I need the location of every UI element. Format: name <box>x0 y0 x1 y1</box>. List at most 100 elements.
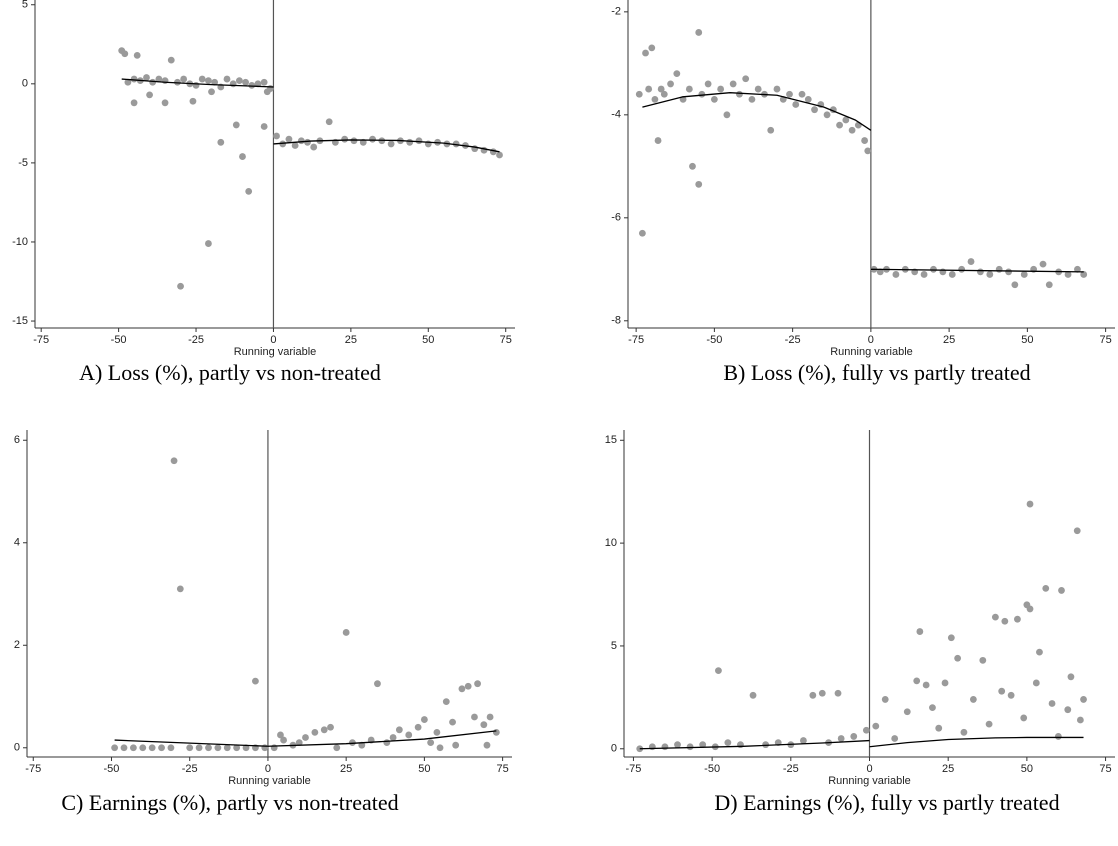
x-tick-label: -25 <box>783 763 799 775</box>
data-point <box>155 75 163 83</box>
x-tick-label: 75 <box>1099 334 1111 346</box>
fit-line <box>869 736 1084 748</box>
data-point <box>642 49 649 57</box>
data-point <box>223 744 231 752</box>
data-point <box>1039 260 1047 268</box>
x-tick-label: 75 <box>1099 763 1111 775</box>
x-tick-label: 50 <box>422 334 434 346</box>
data-point <box>130 99 138 107</box>
data-point <box>149 78 157 86</box>
x-tick-label: -75 <box>33 334 49 346</box>
data-point <box>754 85 762 93</box>
data-point <box>920 271 928 278</box>
y-tick-label: 5 <box>611 640 617 652</box>
data-point <box>967 258 975 265</box>
panel: 0 2 4 6 -75 -50 -25 0 25 50 75 Running variable C) E… <box>14 430 512 815</box>
data-point <box>698 90 706 98</box>
data-point <box>260 123 268 130</box>
data-point <box>792 101 800 108</box>
data-point <box>279 140 287 148</box>
data-point <box>717 85 725 93</box>
data-point <box>139 744 147 752</box>
y-tick-label: 0 <box>611 743 617 755</box>
data-point <box>1045 281 1053 289</box>
data-point <box>979 656 987 664</box>
data-point <box>297 137 305 145</box>
data-point <box>120 744 128 752</box>
data-point <box>1064 706 1072 714</box>
data-point <box>736 90 743 98</box>
data-point <box>341 135 349 143</box>
data-point <box>704 80 712 88</box>
data-point <box>161 99 169 107</box>
data-point <box>947 634 955 642</box>
data-point <box>214 744 222 752</box>
data-point <box>635 90 643 98</box>
data-point <box>861 137 869 144</box>
data-point <box>954 654 962 662</box>
data-point <box>762 741 770 749</box>
data-point <box>862 726 870 734</box>
data-point <box>242 78 249 86</box>
data-point <box>158 744 165 752</box>
x-tick-label: -50 <box>104 763 120 775</box>
data-point <box>657 85 665 93</box>
data-point <box>420 716 428 723</box>
data-point <box>798 90 806 98</box>
x-tick-label: -25 <box>785 334 801 346</box>
data-point <box>674 741 681 749</box>
data-point <box>291 142 299 149</box>
data-point <box>881 696 889 703</box>
y-tick-label: -10 <box>12 236 28 248</box>
data-point <box>248 82 256 89</box>
x-tick-label: -75 <box>628 334 644 346</box>
data-point <box>436 744 444 752</box>
data-point <box>872 722 880 730</box>
x-axis-label: Running variable <box>234 346 317 358</box>
data-point <box>496 151 503 159</box>
data-point <box>427 739 435 747</box>
data-point <box>129 744 137 752</box>
data-point <box>818 689 826 697</box>
y-tick-label: -15 <box>12 315 28 327</box>
data-point <box>211 78 219 86</box>
data-point <box>285 135 293 143</box>
y-tick-label: 5 <box>22 0 28 11</box>
x-tick-label: 50 <box>418 763 430 775</box>
data-point <box>661 743 669 751</box>
data-point <box>1076 716 1084 724</box>
data-point <box>133 51 141 59</box>
panel: 0 5 10 15 -75 -50 -25 0 25 50 75 Running variable D)… <box>605 430 1115 815</box>
x-tick-label: -50 <box>111 334 127 346</box>
data-point <box>689 162 696 170</box>
data-point <box>876 268 884 276</box>
data-point <box>161 77 169 85</box>
data-point <box>383 739 391 747</box>
data-point <box>143 74 150 81</box>
data-point <box>1026 500 1034 508</box>
data-point <box>786 90 793 98</box>
data-point <box>1020 714 1028 722</box>
data-point <box>654 137 662 144</box>
data-point <box>177 282 184 290</box>
data-point <box>748 95 756 103</box>
fit-line <box>114 739 268 747</box>
data-point <box>1005 268 1012 276</box>
x-tick-label: 25 <box>942 763 954 775</box>
data-point <box>333 744 341 752</box>
data-point <box>121 50 129 58</box>
data-point <box>1001 617 1009 625</box>
x-tick-label: -50 <box>706 334 722 346</box>
data-point <box>648 44 656 52</box>
data-point <box>1032 679 1040 687</box>
data-point <box>205 240 212 247</box>
data-point <box>977 268 984 276</box>
data-point <box>715 667 722 675</box>
data-point <box>325 118 333 126</box>
data-point <box>342 629 350 636</box>
data-point <box>252 677 259 685</box>
data-point <box>710 95 718 103</box>
data-point <box>167 56 175 64</box>
data-point <box>699 741 707 749</box>
data-point <box>310 143 318 151</box>
